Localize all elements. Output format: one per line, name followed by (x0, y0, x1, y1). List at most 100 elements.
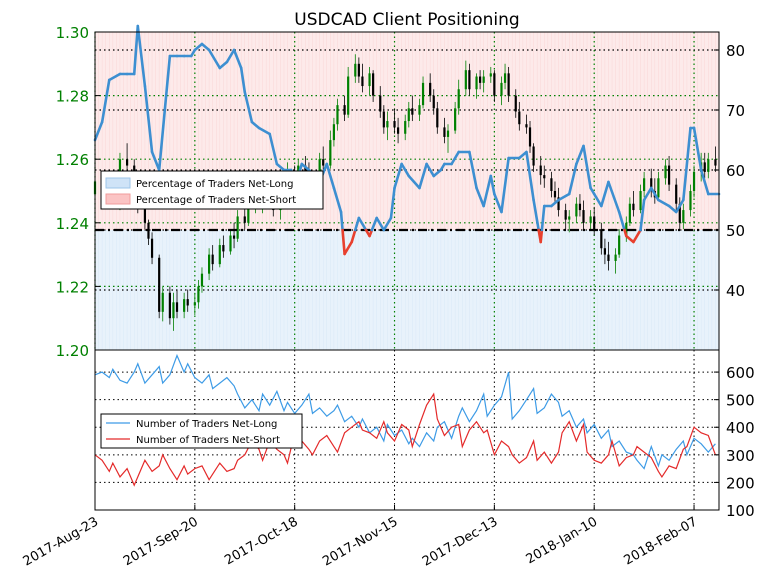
net-long-line-segment (482, 174, 493, 208)
net-long-line-segment (567, 162, 578, 196)
candle-body (614, 254, 617, 261)
candle-body (222, 245, 225, 252)
net-long-line-segment (532, 198, 540, 232)
candle-body (667, 165, 671, 185)
candle-body (407, 108, 410, 122)
trader-count-net-long-line (94, 353, 716, 470)
candle-body (247, 203, 250, 223)
net-long-line-segment (136, 24, 147, 88)
right-tick-label: 50 (726, 222, 745, 240)
candle-body (332, 124, 336, 141)
candle-body (643, 178, 646, 191)
candle-body (539, 165, 542, 176)
net-long-line-segment (232, 48, 243, 70)
trader-count-panel: 100 200 300 400 500 600 Number of Traders Net-… (94, 349, 755, 520)
candle-body (454, 108, 457, 131)
net-long-line-segment (207, 48, 222, 70)
candle-body (500, 82, 503, 96)
bottom-right-tick-label: 200 (726, 474, 755, 492)
net-long-line-segment (339, 210, 344, 232)
candle-body (343, 105, 346, 115)
net-long-line-segment (243, 90, 254, 124)
net-long-line-segment (200, 42, 211, 52)
candle-body (446, 130, 450, 137)
candle-body (208, 254, 211, 274)
net-long-line-segment (667, 204, 678, 214)
candle-body (489, 73, 492, 77)
x-tick-label: 2017-Dec-13 (420, 514, 500, 569)
net-long-line-segment (692, 126, 703, 172)
candle-body (568, 216, 571, 220)
candle-body (650, 178, 653, 191)
candle-body (218, 245, 221, 265)
candle-body (543, 175, 546, 179)
net-long-line-segment (540, 204, 546, 232)
candle-body (689, 191, 692, 211)
net-long-line-segment (157, 54, 172, 172)
legend-box (100, 413, 303, 449)
candle-body (578, 203, 582, 211)
net-long-line-segment (607, 180, 621, 214)
candle-body (357, 63, 360, 77)
x-tick-label: 2018-Feb-07 (621, 514, 700, 568)
candle-body (232, 235, 236, 239)
candle-body (347, 76, 350, 115)
net-long-line-segment (143, 84, 154, 154)
net-long-line-segment (341, 228, 346, 256)
positioning-panel: 1.20 1.22 1.24 1.26 1.28 1.30 40 50 60 70 80 Percen… (56, 24, 746, 360)
candle-body (550, 178, 553, 191)
net-long-line-segment (332, 186, 343, 214)
left-tick-label: 1.24 (56, 215, 89, 233)
candle-body (125, 159, 129, 166)
bottom-panel-frame (94, 349, 720, 511)
candle-body (322, 159, 325, 166)
net-long-line-segment (389, 186, 396, 220)
candle-body (714, 159, 717, 166)
candle-body (593, 216, 596, 230)
net-long-line-segment (400, 162, 411, 178)
candle-body (354, 63, 357, 77)
candle-body (607, 254, 610, 261)
candle-body (197, 286, 200, 303)
bottom-right-tick-label: 300 (726, 447, 755, 465)
candle-body (379, 95, 382, 112)
candle-body (589, 216, 592, 223)
net-long-line-segment (682, 126, 692, 202)
net-long-line-segment (132, 24, 140, 76)
net-long-line-segment (407, 174, 421, 190)
candle-body (161, 292, 164, 312)
candle-body (553, 191, 557, 198)
net-long-line-segment (275, 162, 286, 172)
candle-body (229, 235, 232, 252)
candle-body (243, 216, 246, 223)
candle-body (443, 127, 446, 137)
net-long-line-segment (649, 186, 660, 202)
candle-body (525, 124, 528, 128)
bottom-legend: Number of Traders Net-Long Number of Trad… (100, 413, 303, 449)
net-long-line-segment (107, 72, 122, 82)
right-tick-label: 70 (726, 102, 745, 120)
net-long-line-segment (382, 216, 393, 232)
x-tick-label: 2017-Sep-20 (121, 514, 201, 569)
net-long-line-segment (642, 186, 653, 202)
candle-body (468, 70, 471, 90)
legend-label-count-net-short: Number of Traders Net-Short (136, 435, 280, 446)
net-long-line-segment (370, 216, 378, 232)
net-long-line-segment (592, 192, 603, 208)
candle-body (236, 216, 239, 239)
net-long-line-segment (343, 240, 354, 256)
x-tick-label: 2017-Aug-23 (21, 514, 101, 569)
candle-body (186, 299, 189, 306)
candle-body (464, 70, 467, 90)
left-tick-label: 1.28 (56, 88, 89, 106)
candle-body (304, 165, 307, 172)
candle-body (482, 76, 485, 83)
candle-body (532, 146, 535, 166)
candle-body (528, 127, 532, 147)
candle-body (678, 203, 681, 223)
net-long-line-segment (575, 144, 585, 166)
candle-body (507, 73, 510, 96)
net-long-line-segment (325, 162, 336, 190)
net-long-line-segment (225, 48, 236, 64)
candle-body (600, 229, 603, 249)
